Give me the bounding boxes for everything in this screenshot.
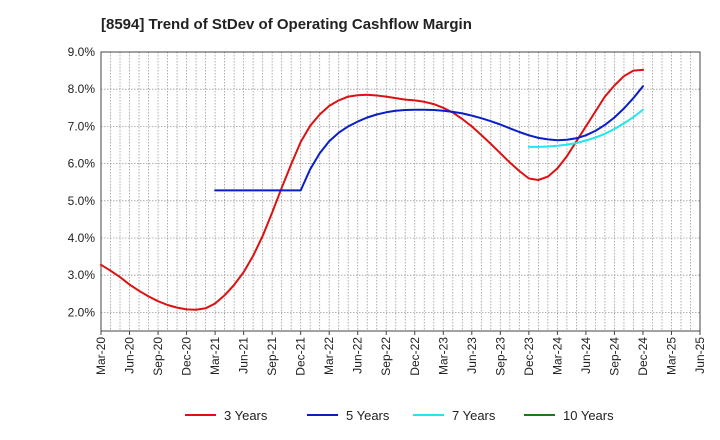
y-tick-label: 7.0% [68,119,96,133]
plot-border [100,51,701,332]
x-tick-label: Jun-23 [465,337,479,374]
series-line [527,108,644,148]
series-line [214,85,644,192]
x-tick-label: Dec-22 [408,337,422,376]
x-tick-label: Sep-22 [379,337,393,376]
x-tick-label: Jun-20 [123,337,137,374]
x-tick-label: Mar-23 [436,337,450,375]
chart-title: [8594] Trend of StDev of Operating Cashf… [101,16,472,33]
series-line [100,68,644,311]
y-tick-label: 5.0% [68,194,96,208]
y-tick-label: 4.0% [68,231,96,245]
x-tick-label: Sep-24 [607,337,621,376]
x-tick-label: Dec-21 [294,337,308,376]
x-tick-label: Dec-20 [180,337,194,376]
x-tick-label: Jun-25 [693,337,707,374]
y-tick-label: 6.0% [68,157,96,171]
x-tick-label: Jun-22 [351,337,365,374]
x-tick-label: Sep-23 [493,337,507,376]
legend-label: 3 Years [224,408,268,423]
x-tick-label: Jun-21 [237,337,251,374]
x-tick-label: Dec-23 [522,337,536,376]
x-tick-label: Mar-24 [550,337,564,375]
x-tick-label: Sep-20 [151,337,165,376]
x-tick-label: Mar-20 [94,337,108,375]
x-tick-label: Jun-24 [579,337,593,374]
plot-area [101,52,700,331]
y-tick-label: 2.0% [68,305,96,319]
y-tick-label: 9.0% [68,45,96,59]
x-tick-label: Mar-25 [664,337,678,375]
legend-label: 7 Years [452,408,496,423]
x-tick-label: Mar-21 [208,337,222,375]
x-tick-label: Mar-22 [322,337,336,375]
y-tick-label: 8.0% [68,82,96,96]
y-tick-label: 3.0% [68,268,96,282]
x-tick-label: Dec-24 [636,337,650,376]
legend-label: 5 Years [346,408,390,423]
legend-label: 10 Years [563,408,614,423]
x-tick-label: Sep-21 [265,337,279,376]
